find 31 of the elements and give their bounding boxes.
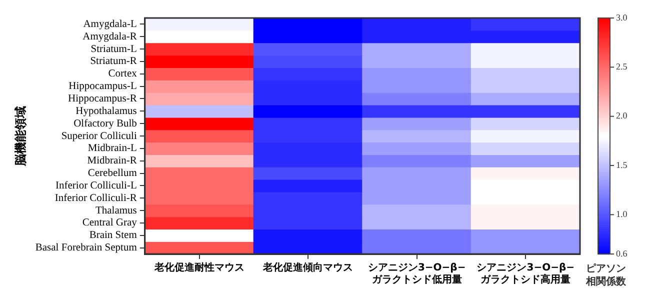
y-tick-label: Hippocampus-R — [68, 93, 137, 104]
y-tick-label: Brain Stem — [89, 230, 137, 242]
y-tick-label: Central Gray — [82, 218, 138, 229]
y-axis-title: 脳機能領域 — [13, 106, 28, 167]
y-tick-label: Superior Colliculi — [61, 130, 137, 142]
y-tick-label: Inferior Colliculi-L — [56, 180, 137, 192]
color-bar-label: 2.5 — [616, 62, 628, 72]
color-bar-label: 2.0 — [616, 110, 628, 121]
y-tick-label: Thalamus — [95, 205, 137, 216]
color-bar-label: 3.0 — [616, 12, 628, 22]
y-tick-label: Striatum-L — [90, 44, 137, 55]
color-bar-label: 1.0 — [616, 209, 628, 220]
y-tick-label: Inferior Colliculi-R — [54, 192, 137, 204]
y-tick-label: Hippocampus-L — [68, 81, 137, 92]
x-tick-label: 老化促進耐性マウス — [153, 262, 244, 274]
y-tick-label: Midbrain-R — [87, 156, 137, 167]
y-tick-label: Olfactory Bulb — [74, 118, 137, 130]
x-tick-label: シアニジン3−O−β−ガラクトシド低用量 — [368, 262, 466, 286]
y-tick-label: Hypothalamus — [76, 106, 137, 117]
color-bar-title: ピアソン相関係数 — [585, 262, 627, 288]
color-bar-label: 0.6 — [616, 248, 628, 258]
y-tick-label: Cerebellum — [88, 168, 137, 180]
y-tick-label: Amygdala-L — [83, 18, 137, 30]
y-tick-label: Amygdala-R — [82, 31, 137, 42]
y-tick-label: Cortex — [108, 68, 138, 80]
x-tick-label: シアニジン3−O−β−ガラクトシド高用量 — [476, 262, 574, 286]
x-tick-label: 老化促進傾向マウス — [262, 262, 354, 274]
y-tick-label: Basal Forebrain Septum — [35, 242, 137, 254]
color-bar-label: 1.5 — [616, 160, 628, 170]
y-tick-label: Midbrain-L — [88, 143, 137, 154]
y-tick-label: Striatum-R — [90, 56, 137, 68]
